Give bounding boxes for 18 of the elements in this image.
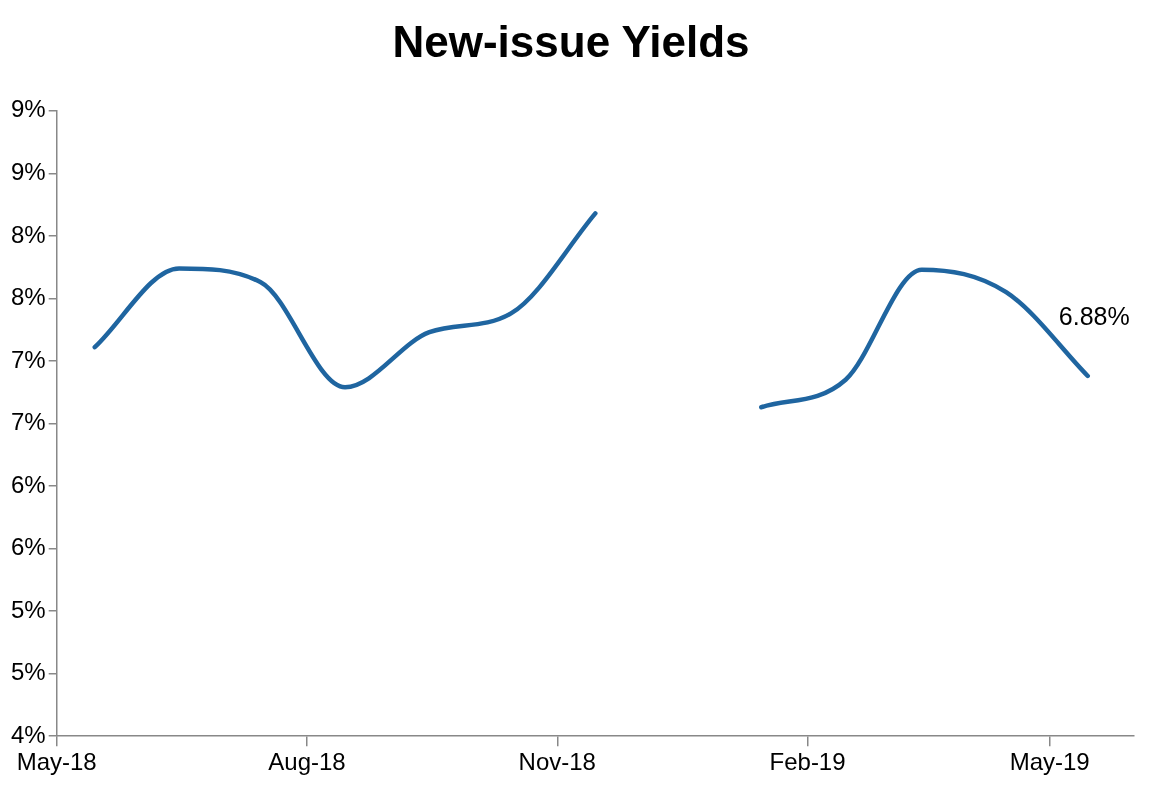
y-tick-label: 5% bbox=[11, 658, 46, 686]
x-tick-label: Nov-18 bbox=[518, 748, 596, 776]
y-tick-label: 7% bbox=[11, 408, 46, 436]
chart-title: New-issue Yields bbox=[392, 16, 750, 66]
annotation: 6.88% bbox=[1058, 302, 1130, 331]
x-tick-label: Aug-18 bbox=[268, 748, 346, 776]
y-tick-label: 6% bbox=[11, 533, 46, 561]
y-tick-label: 9% bbox=[11, 95, 46, 123]
y-tick-label: 6% bbox=[11, 470, 46, 498]
y-tick-label: 8% bbox=[11, 220, 46, 248]
y-tick-label: 5% bbox=[11, 595, 46, 623]
x-tick-label: May-19 bbox=[1009, 748, 1090, 776]
y-tick-label: 4% bbox=[11, 720, 46, 748]
y-tick-label: 7% bbox=[11, 345, 46, 373]
y-tick-label: 9% bbox=[11, 157, 46, 185]
x-tick-label: Feb-19 bbox=[769, 748, 846, 776]
y-tick-label: 8% bbox=[11, 283, 46, 311]
x-tick-label: May-18 bbox=[16, 748, 97, 776]
